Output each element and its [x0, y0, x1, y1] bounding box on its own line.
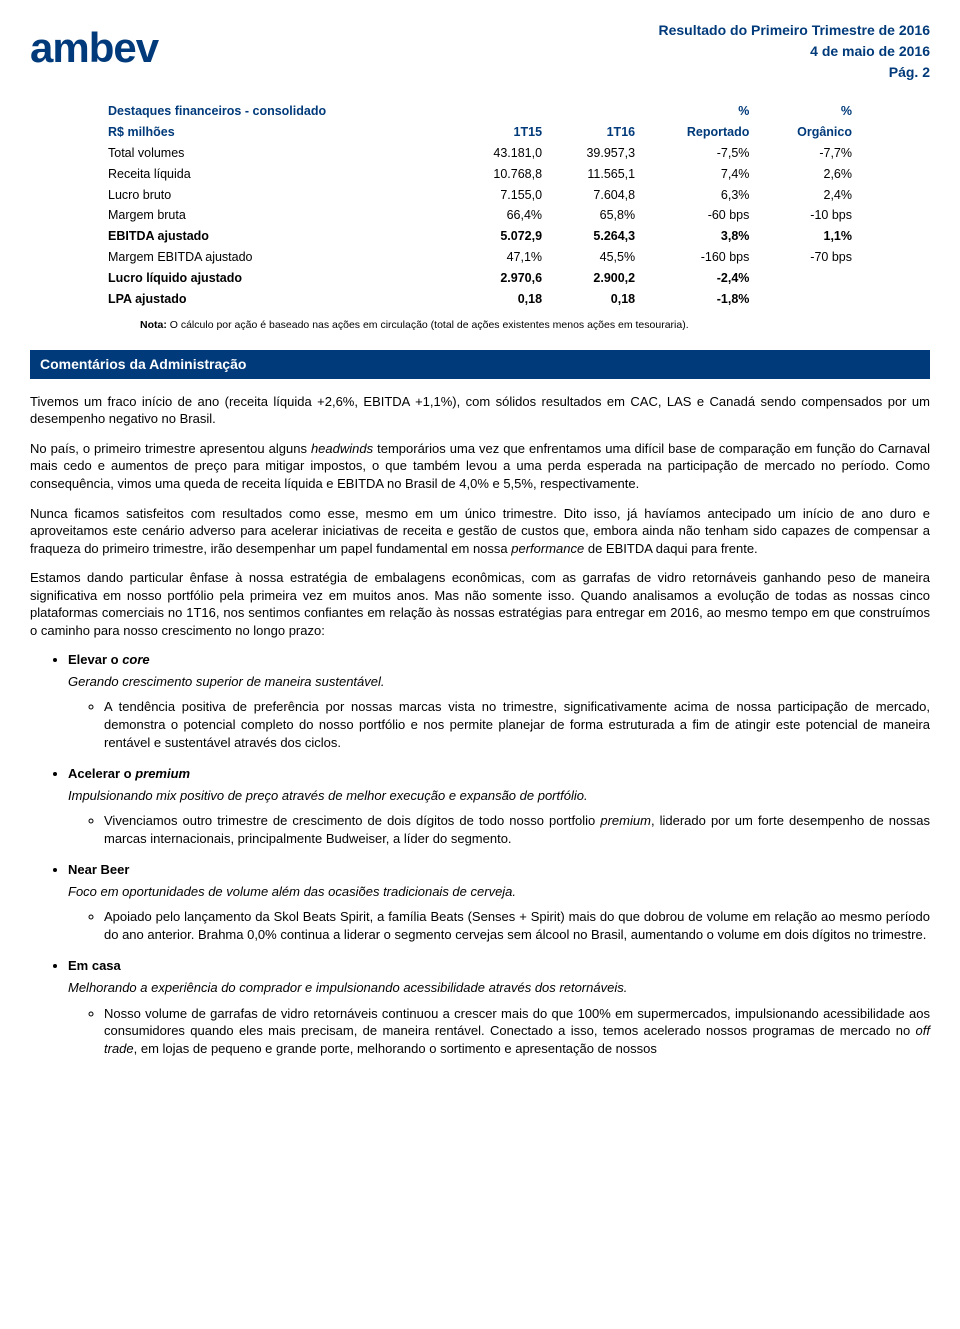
row-label: Total volumes [102, 143, 455, 164]
strategy-subitem: Nosso volume de garrafas de vidro retorn… [104, 1005, 930, 1058]
row-v2: 7.604,8 [548, 185, 641, 206]
row-v2: 11.565,1 [548, 164, 641, 185]
row-v3: 6,3% [641, 185, 755, 206]
strategy-item: Acelerar o premium Impulsionando mix posi… [68, 765, 930, 847]
note-label: Nota: [140, 319, 167, 331]
row-v2: 5.264,3 [548, 226, 641, 247]
strategy-title: Elevar o core [68, 651, 930, 669]
row-v4: -70 bps [755, 247, 858, 268]
row-v2: 39.957,3 [548, 143, 641, 164]
note-text: O cálculo por ação é baseado nas ações e… [167, 319, 689, 331]
row-v2: 2.900,2 [548, 268, 641, 289]
row-v4: 2,4% [755, 185, 858, 206]
strategy-subtitle: Foco em oportunidades de volume além das… [68, 883, 930, 901]
page-header: ambev Resultado do Primeiro Trimestre de… [30, 20, 930, 83]
row-v1: 47,1% [455, 247, 548, 268]
table-subtitle: R$ milhões [102, 122, 455, 143]
row-label: EBITDA ajustado [102, 226, 455, 247]
row-v4 [755, 289, 858, 310]
para-2: No país, o primeiro trimestre apresentou… [30, 440, 930, 493]
table-row: Margem bruta66,4%65,8%-60 bps-10 bps [102, 205, 858, 226]
strategy-sublist: Apoiado pelo lançamento da Skol Beats Sp… [68, 908, 930, 943]
strategy-subtitle: Gerando crescimento superior de maneira … [68, 673, 930, 691]
table-row: LPA ajustado0,180,18-1,8% [102, 289, 858, 310]
strategy-title: Em casa [68, 957, 930, 975]
doc-date: 4 de maio de 2016 [658, 41, 930, 62]
row-v4: 2,6% [755, 164, 858, 185]
doc-page: Pág. 2 [658, 62, 930, 83]
row-v3: -2,4% [641, 268, 755, 289]
strategy-title: Acelerar o premium [68, 765, 930, 783]
row-v3: 7,4% [641, 164, 755, 185]
strategy-item: Em casa Melhorando a experiência do compr… [68, 957, 930, 1057]
strategy-subitem: Apoiado pelo lançamento da Skol Beats Sp… [104, 908, 930, 943]
row-v4: -10 bps [755, 205, 858, 226]
row-label: Margem bruta [102, 205, 455, 226]
table-row: EBITDA ajustado5.072,95.264,33,8%1,1% [102, 226, 858, 247]
strategy-subitem: A tendência positiva de preferência por … [104, 698, 930, 751]
table-row: Lucro líquido ajustado2.970,62.900,2-2,4… [102, 268, 858, 289]
row-v2: 0,18 [548, 289, 641, 310]
table-row: Margem EBITDA ajustado47,1%45,5%-160 bps… [102, 247, 858, 268]
row-v3: -7,5% [641, 143, 755, 164]
section-heading: Comentários da Administração [30, 350, 930, 379]
row-v2: 65,8% [548, 205, 641, 226]
strategy-subitem: Vivenciamos outro trimestre de crescimen… [104, 812, 930, 847]
para-4: Estamos dando particular ênfase à nossa … [30, 569, 930, 639]
row-v1: 7.155,0 [455, 185, 548, 206]
row-v4 [755, 268, 858, 289]
row-v1: 2.970,6 [455, 268, 548, 289]
strategy-subtitle: Impulsionando mix positivo de preço atra… [68, 787, 930, 805]
col-1t15: 1T15 [455, 122, 548, 143]
strategy-list: Elevar o core Gerando crescimento superio… [30, 651, 930, 1057]
financial-highlights-table: Destaques financeiros - consolidado % % … [102, 101, 858, 310]
logo: ambev [30, 20, 158, 77]
doc-meta: Resultado do Primeiro Trimestre de 2016 … [658, 20, 930, 83]
strategy-item: Near Beer Foco em oportunidades de volume… [68, 861, 930, 943]
row-label: Lucro bruto [102, 185, 455, 206]
row-v2: 45,5% [548, 247, 641, 268]
row-v3: 3,8% [641, 226, 755, 247]
row-label: Lucro líquido ajustado [102, 268, 455, 289]
row-v1: 43.181,0 [455, 143, 548, 164]
para-1: Tivemos um fraco início de ano (receita … [30, 393, 930, 428]
row-v1: 0,18 [455, 289, 548, 310]
row-label: LPA ajustado [102, 289, 455, 310]
row-v1: 66,4% [455, 205, 548, 226]
table-row: Receita líquida10.768,811.565,17,4%2,6% [102, 164, 858, 185]
row-v3: -60 bps [641, 205, 755, 226]
doc-title: Resultado do Primeiro Trimestre de 2016 [658, 20, 930, 41]
row-v1: 10.768,8 [455, 164, 548, 185]
row-label: Margem EBITDA ajustado [102, 247, 455, 268]
col-reported: Reportado [641, 122, 755, 143]
table-row: Total volumes43.181,039.957,3-7,5%-7,7% [102, 143, 858, 164]
table-title: Destaques financeiros - consolidado [102, 101, 455, 122]
strategy-sublist: Nosso volume de garrafas de vidro retorn… [68, 1005, 930, 1058]
table-note: Nota: O cálculo por ação é baseado nas a… [102, 318, 858, 332]
strategy-item: Elevar o core Gerando crescimento superio… [68, 651, 930, 751]
strategy-title: Near Beer [68, 861, 930, 879]
col-organic: Orgânico [755, 122, 858, 143]
para-3: Nunca ficamos satisfeitos com resultados… [30, 505, 930, 558]
col-reported-pct: % [641, 101, 755, 122]
row-v1: 5.072,9 [455, 226, 548, 247]
strategy-sublist: Vivenciamos outro trimestre de crescimen… [68, 812, 930, 847]
strategy-subtitle: Melhorando a experiência do comprador e … [68, 979, 930, 997]
row-v4: 1,1% [755, 226, 858, 247]
row-v3: -160 bps [641, 247, 755, 268]
row-v4: -7,7% [755, 143, 858, 164]
table-row: Lucro bruto7.155,07.604,86,3%2,4% [102, 185, 858, 206]
row-v3: -1,8% [641, 289, 755, 310]
strategy-sublist: A tendência positiva de preferência por … [68, 698, 930, 751]
col-organic-pct: % [755, 101, 858, 122]
row-label: Receita líquida [102, 164, 455, 185]
col-1t16: 1T16 [548, 122, 641, 143]
